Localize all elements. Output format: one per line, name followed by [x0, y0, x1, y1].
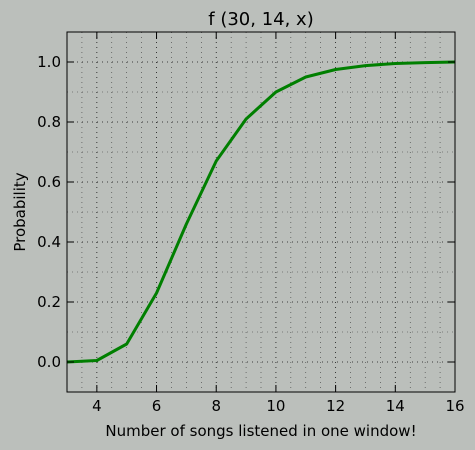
series-layer: [66, 60, 456, 364]
x-tick-label: 12: [326, 397, 345, 415]
plot-frame: [66, 31, 456, 393]
x-axis-label: Number of songs listened in one window!: [105, 422, 416, 440]
x-tick-label: 6: [152, 397, 162, 415]
x-tick-label: 8: [211, 397, 221, 415]
y-tick-label: 0.0: [37, 353, 61, 371]
grid: [67, 31, 455, 393]
y-axis-label: Probability: [11, 172, 29, 251]
x-tick-label: 14: [386, 397, 405, 415]
y-tick-label: 0.8: [37, 113, 61, 131]
x-tick-label: 4: [92, 397, 102, 415]
x-tick-label: 10: [266, 397, 285, 415]
y-tick-label: 1.0: [37, 53, 61, 71]
y-tick-label: 0.2: [37, 293, 61, 311]
series-line-0: [66, 60, 456, 364]
y-tick-label: 0.4: [37, 233, 61, 251]
chart-title: f (30, 14, x): [208, 9, 313, 30]
y-tick-label: 0.6: [37, 173, 61, 191]
tick-layer: 4 6 8 10 12 14 16 0.0 0.2 0.4 0.6 0.8 1.0: [37, 32, 465, 415]
x-tick-label: 16: [445, 397, 464, 415]
